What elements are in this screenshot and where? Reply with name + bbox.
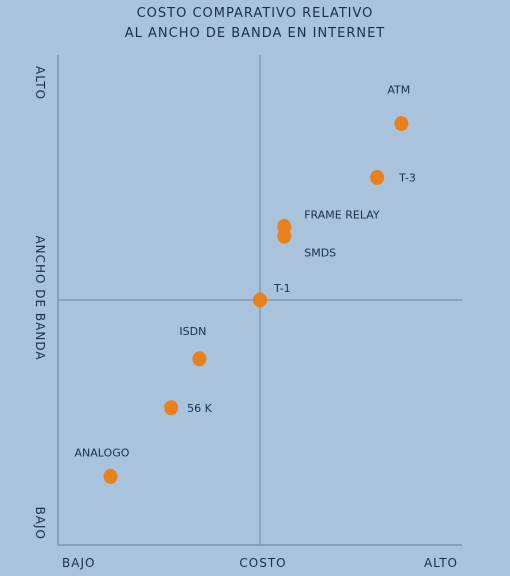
y-axis-label: ANCHO DE BANDA	[33, 235, 47, 360]
label-atm: ATM	[387, 84, 410, 97]
data-labels: ANALOGO 56 K ISDN T-1 FRAME RELAY SMDS T-3 ATM	[75, 84, 416, 460]
label-t-1: T-1	[273, 282, 291, 295]
point-atm	[394, 116, 409, 132]
data-points	[103, 116, 409, 484]
point-56-k	[164, 400, 179, 416]
y-tick-low: BAJO	[33, 507, 47, 540]
point-smds	[277, 228, 292, 244]
x-tick-low: BAJO	[62, 556, 95, 570]
label-56-k: 56 K	[187, 402, 212, 415]
label-isdn: ISDN	[179, 325, 206, 338]
label-frame-relay: FRAME RELAY	[304, 209, 380, 222]
chart-title: COSTO COMPARATIVO RELATIVO	[136, 6, 374, 21]
chart-title-block: COSTO COMPARATIVO RELATIVO AL ANCHO DE B…	[0, 4, 510, 44]
chart-subtitle: AL ANCHO DE BANDA EN INTERNET	[124, 26, 386, 41]
y-tick-high: ALTO	[33, 66, 47, 100]
label-smds: SMDS	[304, 246, 336, 259]
label-t-3: T-3	[398, 172, 416, 185]
point-analogo	[103, 468, 118, 484]
point-isdn	[192, 351, 207, 367]
x-axis-label: COSTO	[239, 556, 286, 570]
point-t-1	[253, 292, 267, 308]
point-t-3	[370, 170, 385, 185]
x-tick-high: ALTO	[424, 556, 458, 570]
label-analogo: ANALOGO	[75, 446, 130, 459]
